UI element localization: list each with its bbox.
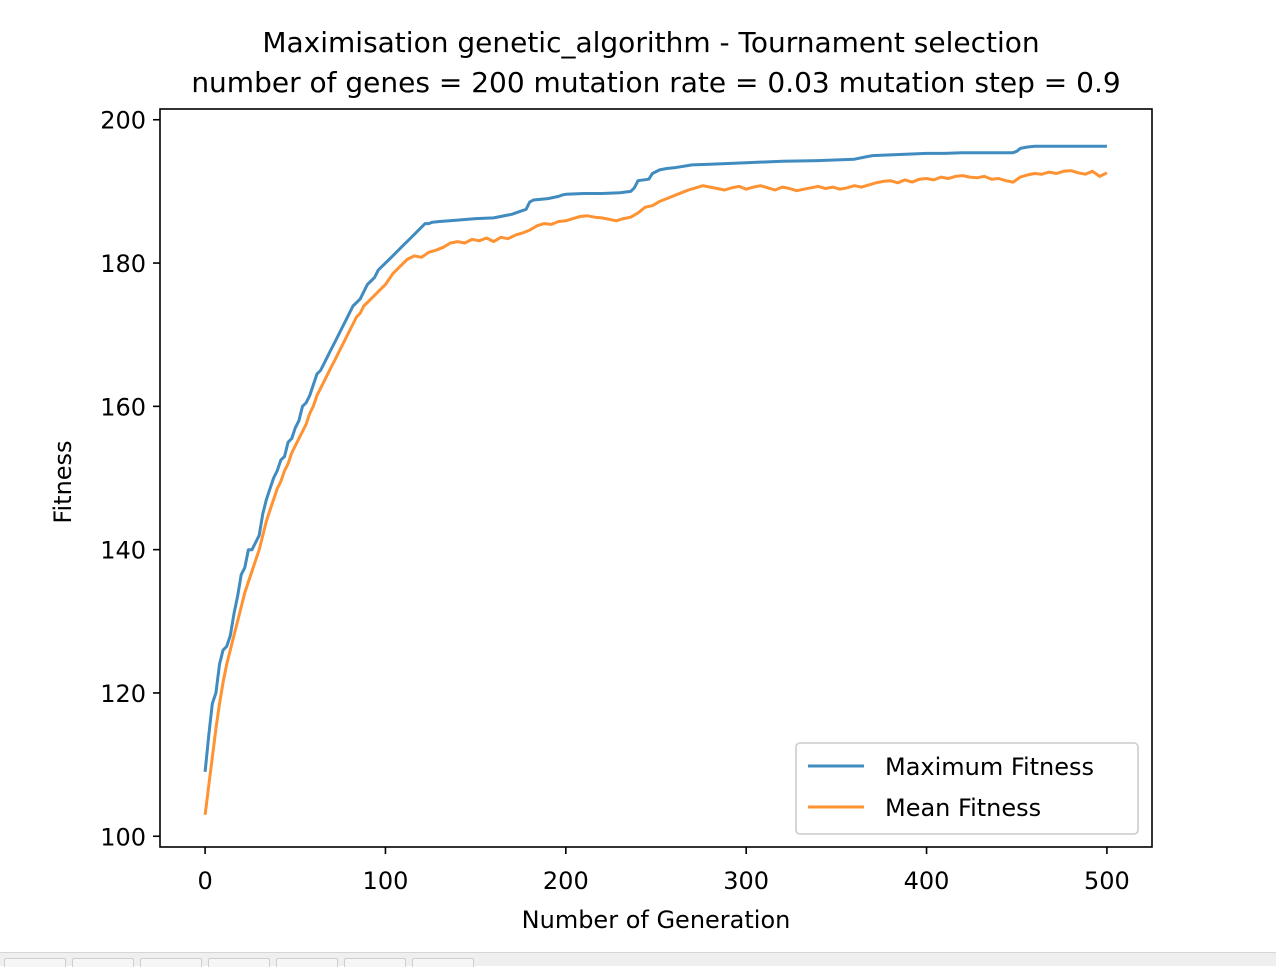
series-line-mean-fitness: [203, 169, 1108, 815]
y-tick-label: 120: [100, 680, 146, 708]
x-tick-label: 200: [543, 867, 589, 895]
bottom-bar-tab[interactable]: [208, 958, 270, 967]
y-tick-label: 160: [100, 393, 146, 421]
bottom-bar-tab[interactable]: [4, 958, 66, 967]
bottom-bar-tab[interactable]: [412, 958, 474, 967]
x-axis-label: Number of Generation: [522, 906, 791, 934]
tick-layer: 0 100 200 300 400 500 100 120 140 160 180 200: [100, 107, 1130, 895]
x-tick-label: 0: [197, 867, 212, 895]
chart-title: Maximisation genetic_algorithm - Tournam…: [262, 26, 1039, 59]
bottom-bar-tab[interactable]: [344, 958, 406, 967]
y-axis-label: Fitness: [49, 440, 77, 523]
y-tick-label: 200: [100, 107, 146, 135]
plot-frame: [159, 108, 1153, 848]
bottom-bar-tab[interactable]: [140, 958, 202, 967]
x-tick-label: 500: [1084, 867, 1130, 895]
series-line-maximum-fitness: [203, 144, 1107, 772]
series-layer: [203, 144, 1108, 815]
x-tick-label: 300: [723, 867, 769, 895]
y-tick-label: 180: [100, 250, 146, 278]
legend-label-maximum: Maximum Fitness: [885, 753, 1094, 781]
plot-area: 0 100 200 300 400 500 100 120 140 160 180 200: [100, 107, 1153, 895]
x-tick-label: 400: [904, 867, 950, 895]
legend: Maximum Fitness Mean Fitness: [795, 742, 1139, 835]
y-tick-label: 140: [100, 537, 146, 565]
x-tick-label: 100: [363, 867, 409, 895]
y-tick-label: 100: [100, 823, 146, 851]
legend-frame: [795, 742, 1139, 835]
window-bottom-bar: [0, 952, 1276, 967]
chart-subtitle: number of genes = 200 mutation rate = 0.…: [191, 66, 1120, 99]
legend-label-mean: Mean Fitness: [885, 794, 1041, 822]
bottom-bar-tab[interactable]: [276, 958, 338, 967]
bottom-bar-tab[interactable]: [72, 958, 134, 967]
